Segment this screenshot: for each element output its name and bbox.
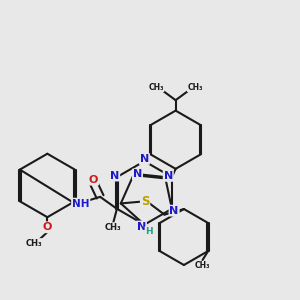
Text: N: N <box>137 221 146 232</box>
Text: N: N <box>110 171 119 181</box>
Text: CH₃: CH₃ <box>195 261 210 270</box>
Text: O: O <box>43 222 52 232</box>
Text: N: N <box>133 169 142 179</box>
Text: CH₃: CH₃ <box>148 82 164 91</box>
Text: N: N <box>140 154 149 164</box>
Text: NH: NH <box>72 199 89 208</box>
Text: N: N <box>169 206 179 216</box>
Text: CH₃: CH₃ <box>187 82 203 91</box>
Text: CH₃: CH₃ <box>105 223 122 232</box>
Text: S: S <box>141 195 149 208</box>
Text: CH₃: CH₃ <box>26 239 43 248</box>
Text: H: H <box>145 227 153 236</box>
Text: N: N <box>164 171 173 181</box>
Text: O: O <box>89 175 98 185</box>
